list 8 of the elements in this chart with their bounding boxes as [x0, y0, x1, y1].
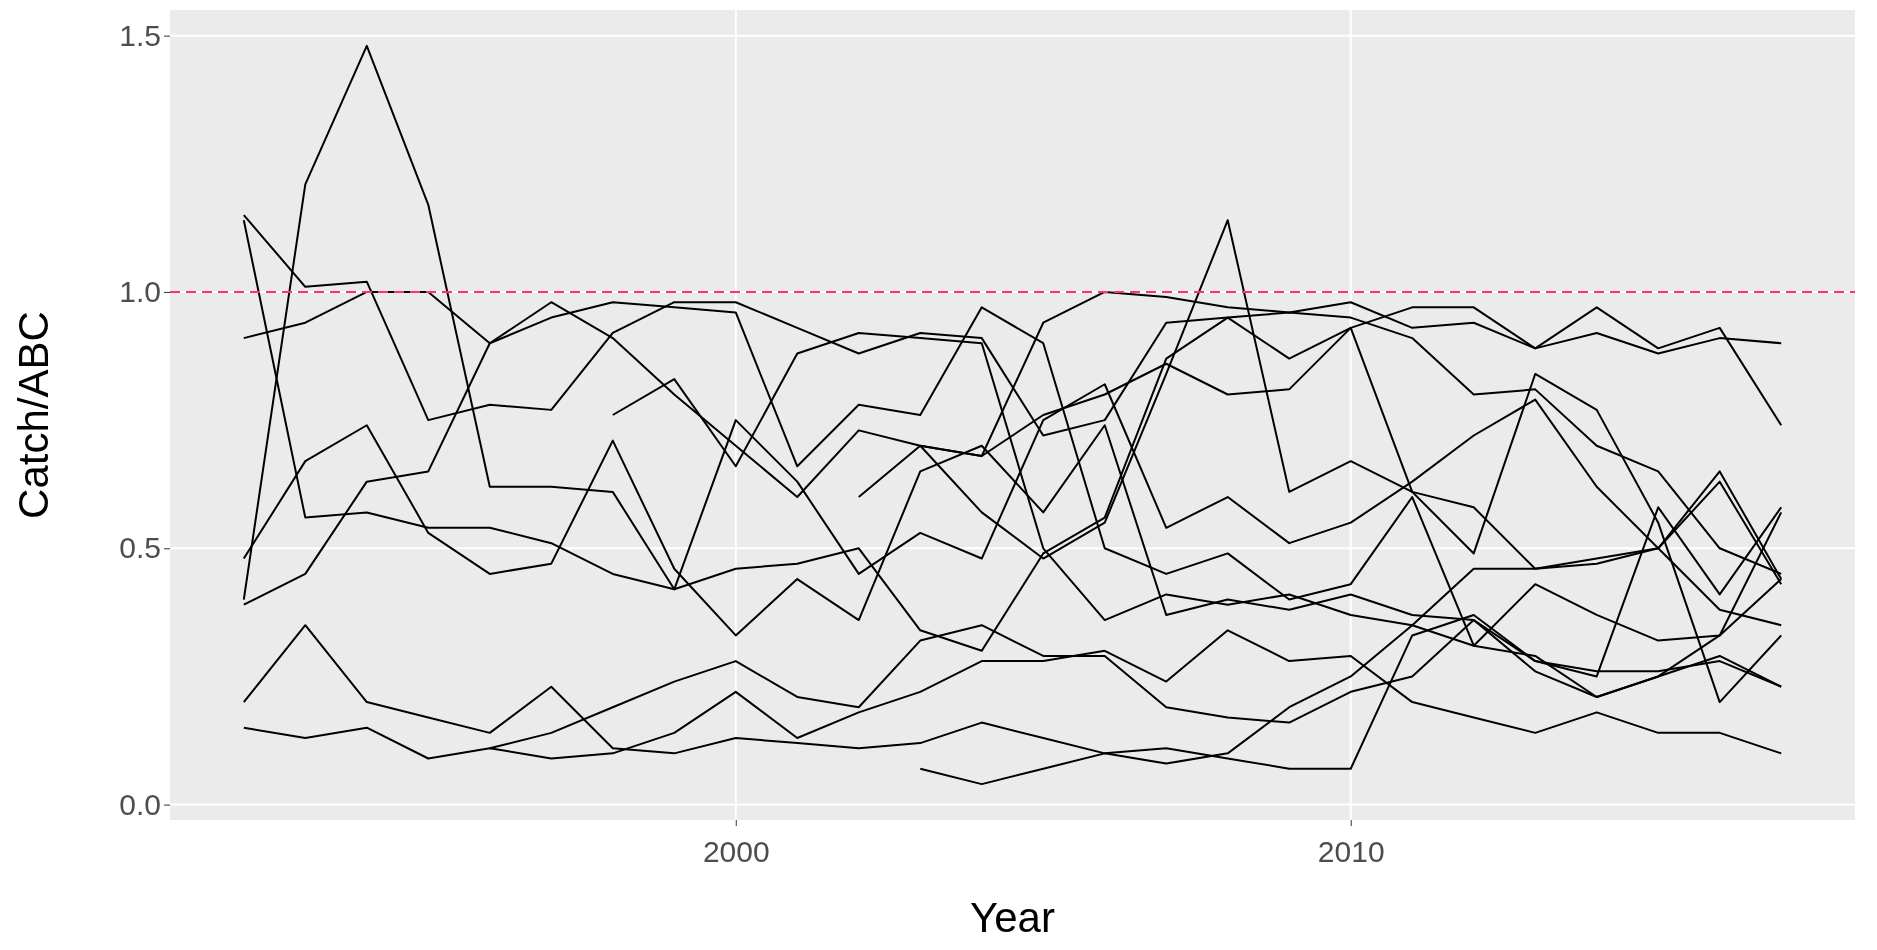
x-tick-label: 2010 [1317, 835, 1385, 868]
y-tick-label: 1.5 [119, 18, 161, 52]
y-tick-label: 0.0 [119, 787, 161, 821]
x-axis-title: Year [970, 894, 1055, 941]
y-axis-title: Catch/ABC [10, 311, 57, 519]
y-tick-label: 1.0 [119, 275, 161, 309]
x-tick-label: 2000 [702, 835, 770, 868]
y-tick-label: 0.5 [119, 531, 161, 565]
